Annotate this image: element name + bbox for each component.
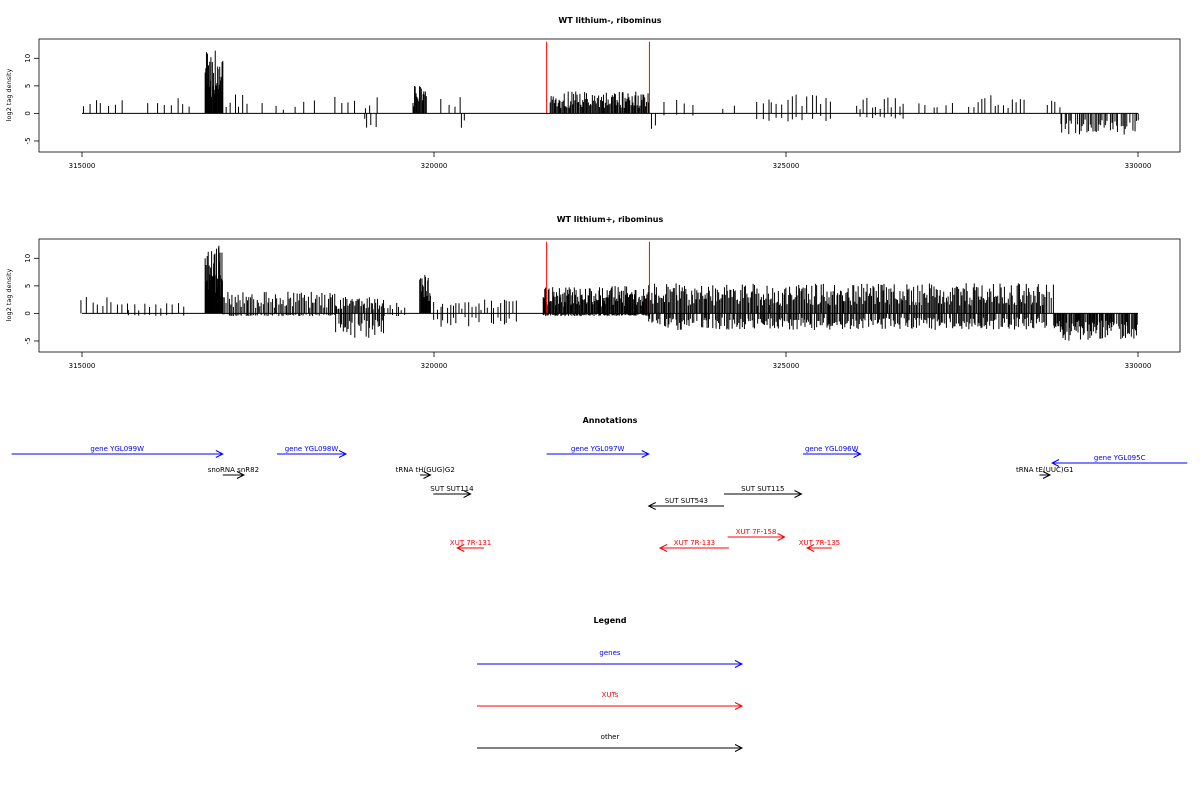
feature-arrow-head [647,502,656,510]
feature-arrow-head [777,533,786,541]
legend: Legend genes XUTs other [477,616,744,752]
feature-label: XUT 7R-131 [450,539,491,547]
x-tick-label: 325000 [773,362,800,370]
panel-title: WT lithium+, ribominus [557,215,664,224]
feature-label: tRNA tH(GUG)G2 [396,466,455,474]
feature-arrow-head [806,544,815,552]
y-axis-label: log2 tag density [5,269,13,322]
feature-label: snoRNA snR82 [208,466,259,474]
track-panel-lithium-minus: WT lithium-, ribominus log2 tag density … [5,16,1181,170]
x-tick-label: 330000 [1125,362,1152,370]
annotation-track: Annotations gene YGL099W gene YGL098W gene… [11,416,1188,552]
track-panel-lithium-plus: WT lithium+, ribominus log2 tag density … [5,215,1181,370]
y-tick-label: -5 [24,137,32,144]
feature-arrow-head [423,471,432,479]
legend-items: genes XUTs other [477,649,744,752]
y-tick-label: 0 [24,111,32,115]
y-axis: -5 0 5 10 [24,254,39,344]
marker-group [546,41,650,114]
feature-arrow-head [338,450,348,458]
feature-arrow-head [215,450,224,458]
feature-arrow-head [463,490,472,498]
x-axis: 315000 320000 325000 330000 [69,352,1152,370]
feature-label: XUT 7R-133 [674,539,715,547]
y-tick-label: 10 [24,254,32,263]
x-axis: 315000 320000 325000 330000 [69,152,1152,170]
x-tick-label: 320000 [421,362,448,370]
plot-frame [38,238,1181,353]
x-tick-label: 330000 [1125,162,1152,170]
feature-arrow-head [734,660,744,668]
legend-title: Legend [593,616,626,625]
y-axis-label: log2 tag density [5,69,13,122]
x-tick-label: 320000 [421,162,448,170]
feature-label: gene YGL095C [1094,454,1146,462]
feature-arrow-head [456,544,465,552]
feature-label: XUT 7F-158 [736,528,777,536]
feature-label: gene YGL099W [90,445,144,453]
y-tick-label: 10 [24,54,32,63]
feature-label: SUT SUT543 [665,497,708,505]
feature-arrow-head [794,490,803,498]
legend-label: genes [599,649,620,657]
bar-group [80,245,1138,341]
x-tick-label: 315000 [69,162,96,170]
feature-label: SUT SUT115 [741,485,784,493]
feature-label: gene YGL097W [571,445,625,453]
bar-group [82,50,1139,135]
legend-label: XUTs [602,691,619,699]
y-axis: -5 0 5 10 [24,54,39,144]
panel-title: WT lithium-, ribominus [558,16,661,25]
feature-label: SUT SUT114 [430,485,474,493]
y-tick-label: 5 [24,284,32,288]
feature-arrow-head [641,450,650,458]
feature-group: gene YGL099W gene YGL098W gene YGL097W gene… [11,445,1188,552]
annotations-title: Annotations [583,416,638,425]
legend-label: other [601,733,620,741]
y-tick-label: 5 [24,84,32,88]
feature-arrow-head [1042,471,1052,479]
feature-arrow-head [658,544,668,552]
feature-arrow-head [734,744,744,752]
y-tick-label: -5 [24,337,32,344]
feature-arrow-head [734,702,744,710]
x-tick-label: 325000 [773,162,800,170]
feature-arrow-head [236,471,246,479]
feature-arrow-head [853,450,862,458]
x-tick-label: 315000 [69,362,96,370]
feature-label: gene YGL096W [805,445,859,453]
feature-label: gene YGL098W [285,445,339,453]
plot-frame [38,38,1181,153]
feature-label: tRNA tE(UUC)G1 [1016,466,1074,474]
feature-label: XUT 7R-135 [799,539,840,547]
feature-arrow-head [1050,459,1060,467]
marker-group [546,241,650,314]
y-tick-label: 0 [24,311,32,315]
